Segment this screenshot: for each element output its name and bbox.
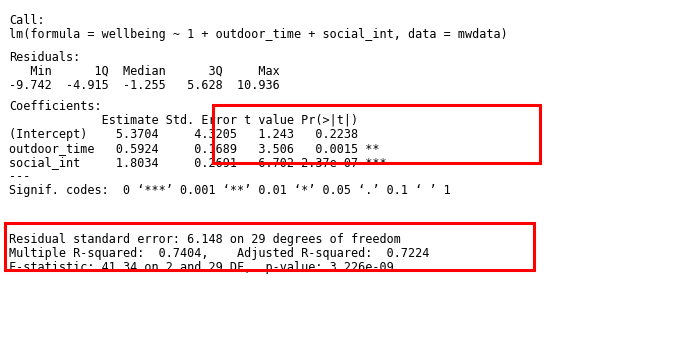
Text: Multiple R-squared:  0.7404,    Adjusted R-squared:  0.7224: Multiple R-squared: 0.7404, Adjusted R-s… [9,247,430,260]
Text: lm(formula = wellbeing ~ 1 + outdoor_time + social_int, data = mwdata): lm(formula = wellbeing ~ 1 + outdoor_tim… [9,28,508,41]
Text: ---: --- [9,170,30,183]
Text: F-statistic: 41.34 on 2 and 29 DF,  p-value: 3.226e-09: F-statistic: 41.34 on 2 and 29 DF, p-val… [9,261,394,274]
Text: social_int     1.8034     0.2691   6.702 2.37e-07 ***: social_int 1.8034 0.2691 6.702 2.37e-07 … [9,156,386,169]
Text: Signif. codes:  0 ‘***’ 0.001 ‘**’ 0.01 ‘*’ 0.05 ‘.’ 0.1 ‘ ’ 1: Signif. codes: 0 ‘***’ 0.001 ‘**’ 0.01 ‘… [9,184,451,197]
Text: Min      1Q  Median      3Q     Max: Min 1Q Median 3Q Max [9,65,280,78]
Text: Estimate Std. Error t value Pr(>|t|): Estimate Std. Error t value Pr(>|t|) [9,114,358,127]
Text: (Intercept)    5.3704     4.3205   1.243   0.2238: (Intercept) 5.3704 4.3205 1.243 0.2238 [9,128,358,141]
Text: Call:: Call: [9,14,44,27]
Text: -9.742  -4.915  -1.255   5.628  10.936: -9.742 -4.915 -1.255 5.628 10.936 [9,79,280,92]
Text: outdoor_time   0.5924     0.1689   3.506   0.0015 **: outdoor_time 0.5924 0.1689 3.506 0.0015 … [9,142,380,155]
Text: Residual standard error: 6.148 on 29 degrees of freedom: Residual standard error: 6.148 on 29 deg… [9,233,401,246]
Text: Residuals:: Residuals: [9,51,80,64]
Text: Coefficients:: Coefficients: [9,100,101,113]
